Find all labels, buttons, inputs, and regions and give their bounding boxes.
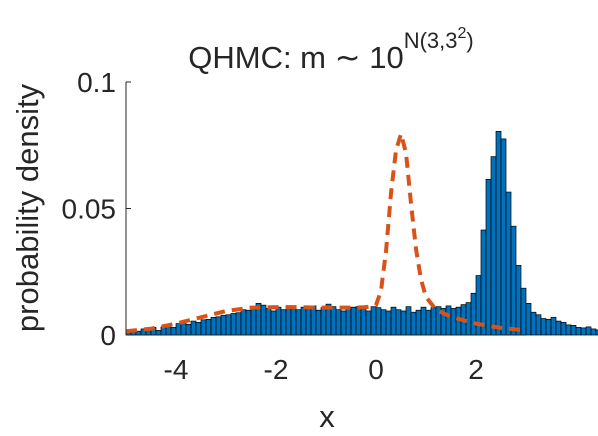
histogram-bar xyxy=(220,314,227,336)
histogram-bar xyxy=(195,322,202,336)
histogram-bar xyxy=(355,306,362,336)
histogram-bar xyxy=(585,326,592,336)
chart-title-exponent: N(3,3 xyxy=(404,28,458,53)
x-axis-ticks: -4 -2 0 2 xyxy=(164,330,484,385)
histogram-bar xyxy=(305,308,312,336)
histogram-bar xyxy=(215,316,222,336)
histogram-bar xyxy=(340,310,347,336)
histogram-bar xyxy=(420,306,427,336)
histogram-bar xyxy=(270,310,277,336)
histogram-bar xyxy=(415,309,422,336)
histogram-bar xyxy=(515,265,522,336)
histogram-bar xyxy=(240,309,247,336)
histogram-bar xyxy=(170,327,177,336)
x-tick-label: -2 xyxy=(264,354,289,385)
histogram-bar xyxy=(330,306,337,336)
histogram-bar xyxy=(470,292,477,336)
histogram-bar xyxy=(285,306,292,336)
histogram-bar xyxy=(495,130,502,336)
histogram-bar xyxy=(345,308,352,336)
histogram-bar xyxy=(370,306,377,336)
chart-title: QHMC: m ∼ 10N(3,32) xyxy=(188,25,473,75)
chart-title-exponent-close: ) xyxy=(466,28,473,53)
histogram-bar xyxy=(320,307,327,336)
histogram-bar xyxy=(410,311,417,336)
histogram-bar xyxy=(535,314,542,336)
histogram-bar xyxy=(555,320,562,336)
y-axis-ticks: 0 0.05 0.1 xyxy=(62,67,131,351)
histogram-bar xyxy=(575,327,582,336)
histogram-bar xyxy=(530,311,537,336)
x-axis-label: x xyxy=(319,399,335,434)
chart-title-main: QHMC: m ∼ 10 xyxy=(188,40,403,75)
histogram-bar xyxy=(565,324,572,336)
density-curve xyxy=(125,126,527,334)
histogram-bar xyxy=(540,318,547,336)
histogram-bar xyxy=(450,308,457,336)
histogram-bar xyxy=(480,229,487,336)
y-tick-label: 0.1 xyxy=(77,67,116,98)
histogram-bar xyxy=(390,306,397,336)
histogram-bar xyxy=(295,309,302,336)
histogram-bar xyxy=(400,310,407,336)
histogram-bar xyxy=(155,330,162,336)
histogram-bar xyxy=(275,306,282,336)
histogram-bar xyxy=(310,305,317,336)
histogram-bar xyxy=(365,310,372,336)
histogram-bar xyxy=(190,320,197,336)
histogram-bar xyxy=(230,313,237,336)
histogram-bar xyxy=(560,322,567,336)
histogram-bar xyxy=(205,318,212,336)
histogram-bar xyxy=(385,310,392,336)
histogram-bar xyxy=(175,323,182,336)
histogram-bar xyxy=(395,309,402,336)
histogram-bar xyxy=(235,312,242,336)
histogram-bar xyxy=(225,314,232,336)
histogram-bar xyxy=(260,304,267,336)
histogram-bar xyxy=(500,138,507,336)
histogram-bar xyxy=(375,307,382,336)
histogram-bar xyxy=(300,306,307,336)
histogram-bar xyxy=(280,309,287,336)
y-tick-label: 0 xyxy=(100,320,116,351)
histogram-bar xyxy=(200,319,207,336)
histogram-bar xyxy=(525,303,532,336)
histogram-bar xyxy=(465,302,472,336)
histogram-bar xyxy=(250,306,257,336)
histogram-bar xyxy=(520,287,527,336)
histogram-bar xyxy=(185,324,192,336)
histogram-bar xyxy=(360,308,367,336)
histogram-bar xyxy=(335,309,342,336)
histogram-bar xyxy=(550,316,557,336)
y-tick-label: 0.05 xyxy=(62,194,117,225)
histogram-bar xyxy=(490,156,497,336)
histogram-bar xyxy=(180,322,187,336)
x-tick-label: -4 xyxy=(164,354,189,385)
histogram-bar xyxy=(590,328,597,336)
histogram-bar xyxy=(425,309,432,336)
histogram-bar xyxy=(505,191,512,336)
histogram-bar xyxy=(580,327,587,336)
histogram-bar xyxy=(265,308,272,336)
histogram-bar xyxy=(430,307,437,336)
chart-title-exponent-power: 2 xyxy=(458,25,467,42)
histogram-bar xyxy=(350,306,357,336)
histogram-bar xyxy=(485,179,492,336)
histogram-bar xyxy=(315,309,322,336)
x-tick-label: 0 xyxy=(368,354,384,385)
histogram-bar xyxy=(245,309,252,336)
histogram-bar xyxy=(445,305,452,336)
histogram-bar xyxy=(510,225,517,336)
histogram-bar xyxy=(570,325,577,336)
histogram-bar xyxy=(595,329,598,336)
x-tick-label: 2 xyxy=(468,354,484,385)
histogram-bar xyxy=(290,307,297,336)
histogram-bar xyxy=(545,318,552,336)
histogram-bar xyxy=(405,306,412,336)
y-axis-label: probability density xyxy=(10,83,45,332)
histogram-bar xyxy=(380,309,387,336)
histogram-bar xyxy=(210,316,217,336)
